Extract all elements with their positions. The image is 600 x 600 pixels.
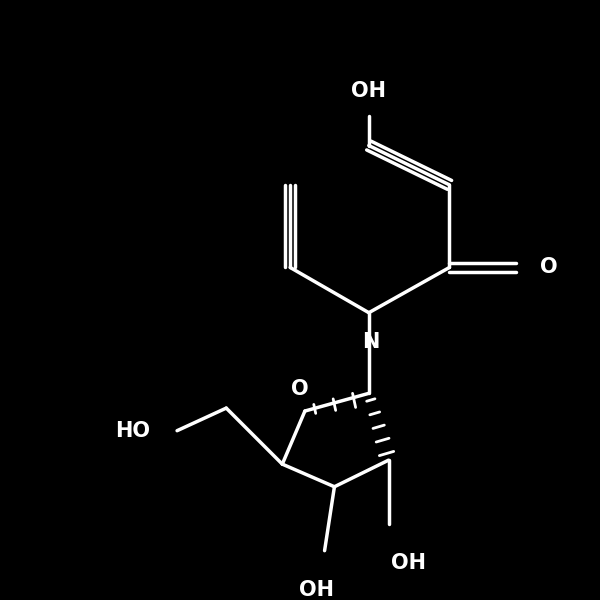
Text: HO: HO — [115, 421, 151, 440]
Text: OH: OH — [299, 580, 334, 600]
Text: O: O — [540, 257, 557, 277]
Text: N: N — [362, 332, 379, 352]
Text: OH: OH — [391, 553, 425, 574]
Text: OH: OH — [352, 82, 386, 101]
Text: O: O — [291, 379, 309, 400]
